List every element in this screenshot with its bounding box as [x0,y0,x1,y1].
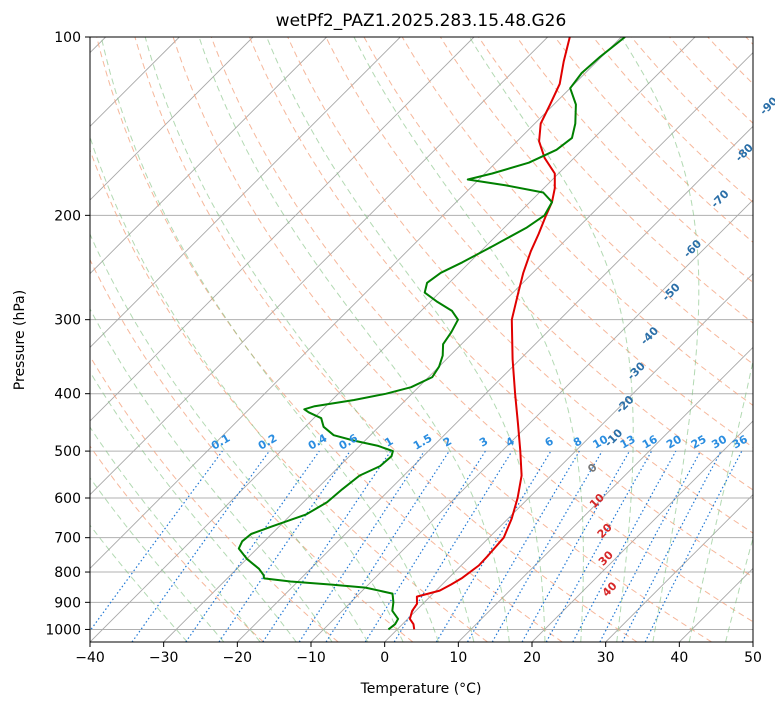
y-tick-label: 600 [54,491,81,507]
y-tick-label: 1000 [45,622,81,638]
y-tick-label: 800 [54,565,81,581]
isotherm-line [458,346,753,642]
x-tick-label: 30 [597,650,615,666]
dry-adiabat-line [478,37,753,324]
dry-adiabat-line [592,37,753,203]
x-tick-label: −10 [296,650,326,666]
dry-adiabat-line [630,37,753,164]
isotherm-line [90,37,475,422]
dry-adiabat-line [134,37,638,642]
y-tick-label: 200 [54,208,81,224]
moist-adiabat-line [353,37,584,642]
x-tick-label: 10 [449,650,467,666]
isotherm-line [605,494,753,642]
mixing-ratio-line [298,450,425,642]
mixing-ratio-line [262,450,392,642]
dry-adiabat-line [172,37,712,642]
moist-adiabat-line [90,524,188,642]
isotherm-line [531,420,753,642]
axes-layer: −40 −30 −20 −10 0 10 20 30 40 50 100 200 300 400 500 60… [45,30,762,666]
mixing-ratio-line [572,450,677,642]
isotherm-line [163,52,753,642]
mixing-ratio-line [185,450,320,642]
moist-adiabat-line [198,37,510,642]
isotherm-line [310,199,753,642]
moist-adiabat-line [90,370,297,642]
dry-adiabat-line [210,37,753,623]
y-tick-label: 100 [54,30,81,46]
isotherm-line [90,37,622,569]
y-tick-label: 400 [54,387,81,403]
moist-adiabat-line [620,37,700,642]
y-axis-label: Pressure (hPa) [12,290,28,390]
mixing-ratio-line [131,450,270,642]
x-tick-label: −40 [75,650,105,666]
isotherm-line [90,37,254,201]
isotherm-line [384,273,753,642]
x-tick-label: 40 [670,650,688,666]
moist-adiabat-line [90,232,369,642]
x-axis-label: Temperature (°C) [360,681,482,697]
grid-layer [90,37,753,642]
x-tick-label: −20 [223,650,253,666]
mixing-ratio-line [325,450,450,642]
dry-adiabat-line [287,37,753,534]
isotherm-line [752,641,753,642]
dry-adiabat-line [401,37,753,406]
temperature-profile-line [408,37,571,630]
isotherm-line [90,37,696,642]
mixing-ratio-line [393,450,513,642]
plot-frame [89,36,754,643]
moist-adiabat-line [725,536,753,642]
dry-adiabat-line [249,37,753,578]
x-tick-label: 0 [380,650,389,666]
isotherm-line [90,37,548,496]
moist-adiabat-line [90,135,404,642]
mixing-ratio-line [545,450,653,642]
mixing-ratio-line [218,450,351,642]
dewpoint-profile-line [237,37,626,631]
x-tick-label: 20 [523,650,541,666]
moist-adiabat-line [688,358,753,642]
dry-adiabat-line [516,37,753,284]
dry-adiabat-line [363,37,753,448]
isotherm-line [90,37,327,275]
plot-background [90,37,753,642]
y-tick-label: 300 [54,313,81,329]
dry-adiabat-label: -90 [757,94,775,117]
mixing-ratio-line [521,450,631,642]
mixing-ratio-line [644,450,743,642]
y-tick-label: 700 [54,531,81,547]
moist-adiabat-line [266,37,546,642]
series-layer [237,37,626,631]
chart-title: wetPf2_PAZ1.2025.283.15.48.G26 [276,11,567,31]
moist-adiabat-line [144,37,475,642]
moist-adiabat-line [90,476,225,642]
isotherm-line [237,125,753,642]
moist-adiabat-line [90,426,261,642]
y-tick-label: 500 [54,444,81,460]
dry-adiabat-line [90,445,264,642]
x-tick-label: 50 [744,650,762,666]
mixing-ratio-line [90,450,223,632]
moist-adiabat-line [100,37,439,642]
dry-adiabat-line [325,37,753,491]
moist-adiabat-line [90,308,333,642]
x-tick-label: −30 [149,650,179,666]
y-tick-label: 900 [54,595,81,611]
